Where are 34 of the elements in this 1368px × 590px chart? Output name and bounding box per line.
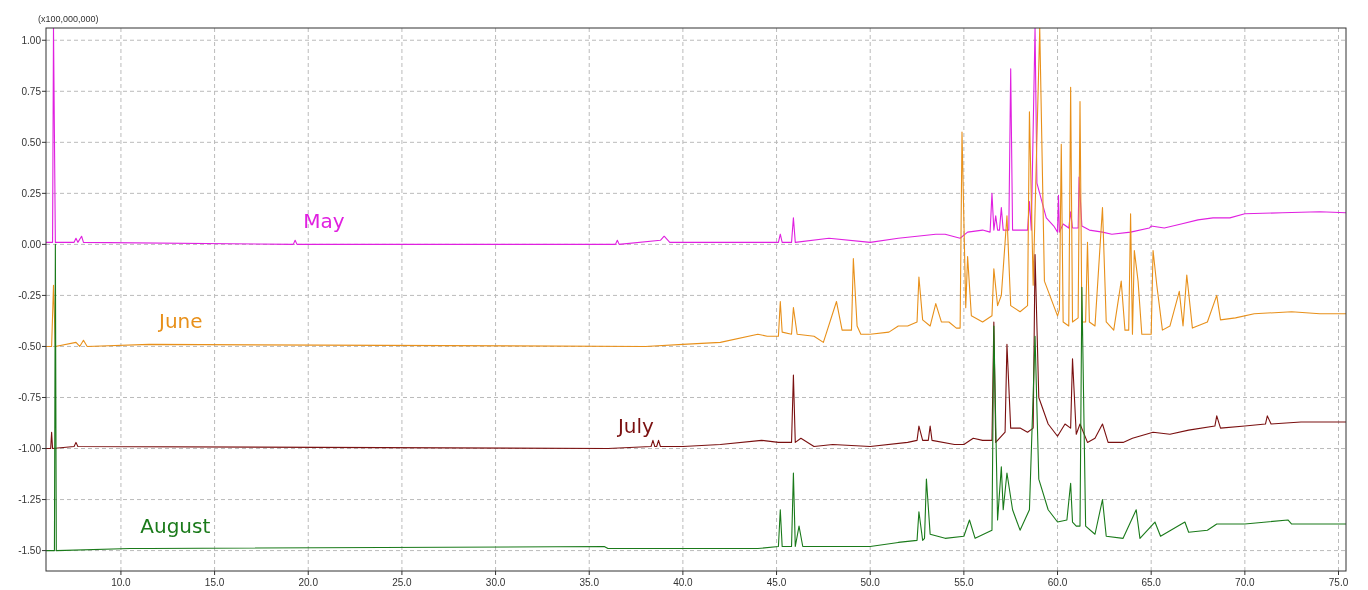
- y-tick-label: -1.25: [18, 494, 42, 506]
- line-series: [46, 28, 1346, 347]
- y-tick-label: 0.00: [21, 238, 42, 250]
- y-tick-label: -1.50: [18, 545, 42, 557]
- line-series: [46, 254, 1346, 450]
- x-tick-label: 55.0: [954, 577, 975, 588]
- y-tick-label: -0.50: [18, 340, 42, 352]
- y-tick-label: 0.50: [21, 136, 42, 148]
- y-tick-label: 1.00: [21, 34, 42, 46]
- y-tick-label: -0.25: [18, 289, 42, 301]
- x-tick-label: 50.0: [860, 577, 881, 588]
- series-label: May: [303, 209, 345, 234]
- line-series: [46, 243, 1346, 552]
- series-label: July: [615, 413, 655, 438]
- y-axis-title: (x100,000,000): [38, 14, 99, 24]
- y-tick-label: -0.75: [18, 391, 42, 403]
- x-tick-label: 70.0: [1235, 577, 1256, 588]
- y-tick-label: -1.00: [18, 443, 42, 455]
- x-tick-label: 30.0: [485, 577, 506, 588]
- x-tick-label: 35.0: [579, 577, 600, 588]
- series-label: June: [157, 309, 203, 334]
- x-tick-label: 60.0: [1047, 577, 1068, 588]
- x-tick-label: 45.0: [766, 577, 787, 588]
- series-label: August: [140, 513, 211, 538]
- x-tick-label: 75.0: [1328, 577, 1349, 588]
- x-tick-label: 20.0: [298, 577, 319, 588]
- x-tick-label: 40.0: [673, 577, 694, 588]
- x-tick-label: 15.0: [204, 577, 225, 588]
- line-series: [46, 28, 1346, 245]
- x-tick-label: 25.0: [392, 577, 413, 588]
- x-tick-label: 65.0: [1141, 577, 1162, 588]
- y-tick-label: 0.25: [21, 187, 42, 199]
- x-tick-label: 10.0: [111, 577, 132, 588]
- y-tick-label: 0.75: [21, 85, 42, 97]
